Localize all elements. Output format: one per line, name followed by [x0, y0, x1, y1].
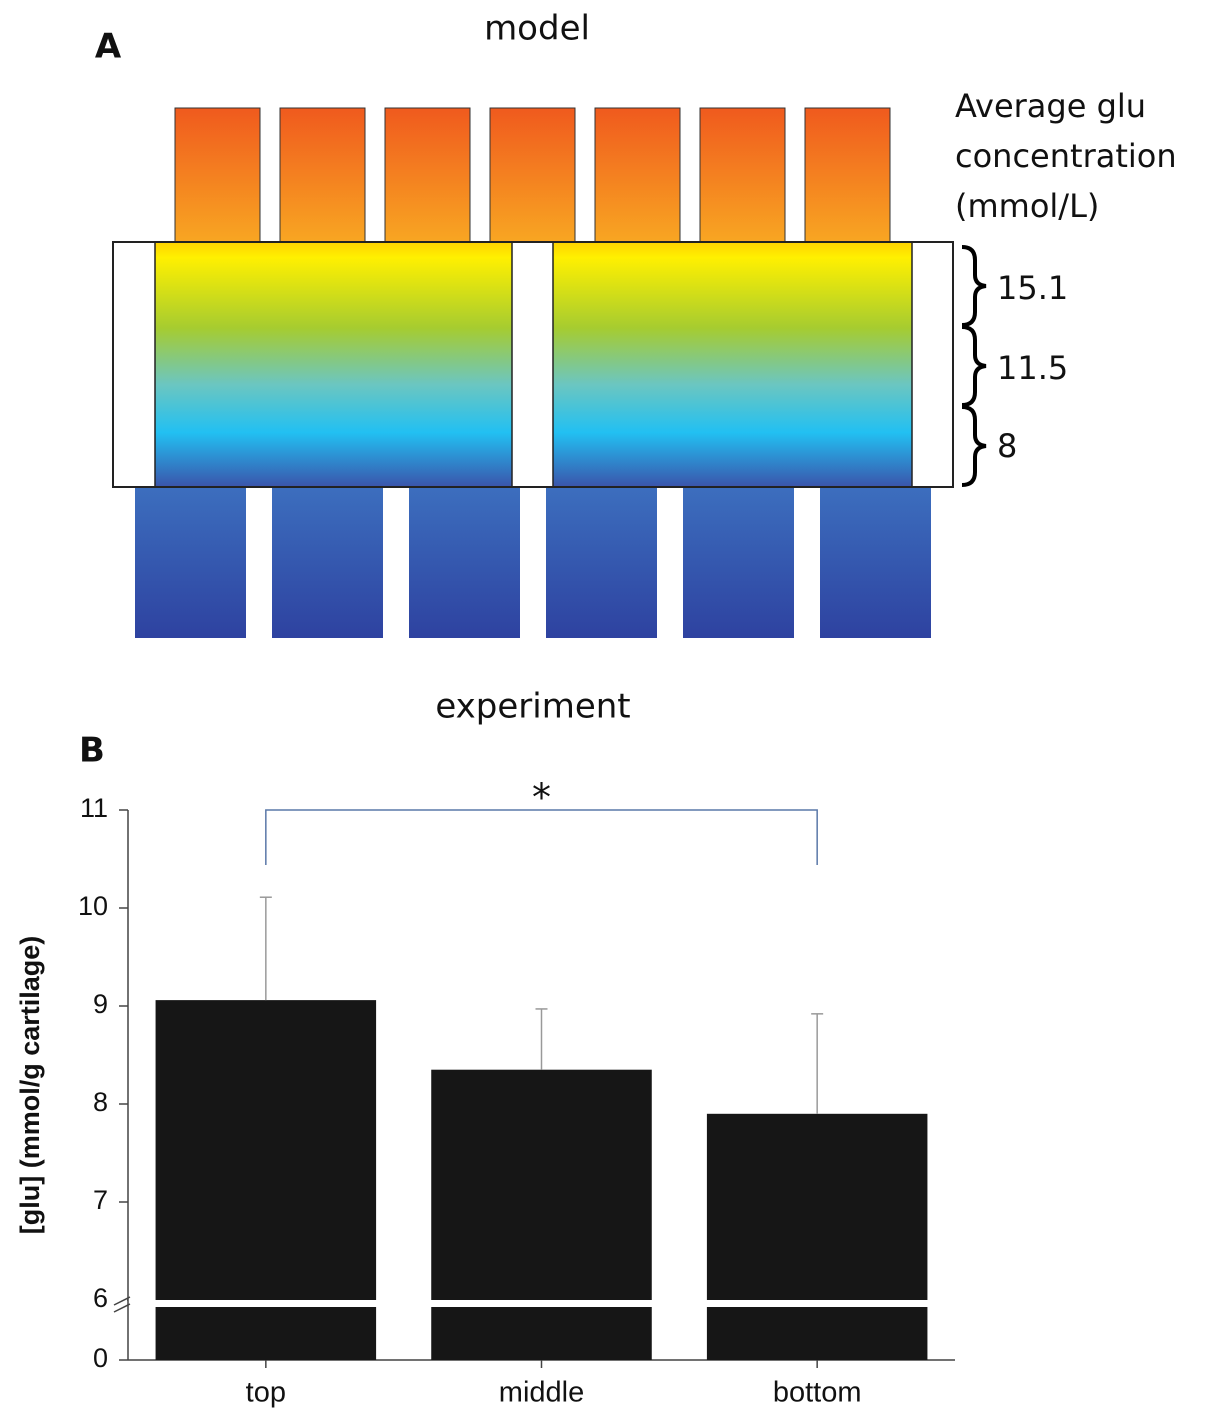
panel-label: A — [95, 27, 122, 67]
panel-title: model — [484, 9, 590, 49]
panel-label: B — [79, 731, 105, 771]
block — [409, 488, 520, 638]
axis-break-mark — [113, 1303, 131, 1313]
block — [804, 107, 891, 243]
level-label: 8 — [997, 427, 1017, 465]
y-tick-label: 8 — [93, 1087, 108, 1117]
x-tick-label: top — [246, 1377, 286, 1409]
block — [594, 107, 681, 243]
block — [489, 107, 576, 243]
legend-title: (mmol/L) — [955, 187, 1099, 225]
y-tick-label: 9 — [93, 989, 108, 1019]
x-tick-label: middle — [499, 1377, 584, 1409]
y-tick-label: 11 — [80, 793, 108, 823]
block — [384, 107, 471, 243]
block — [546, 488, 657, 638]
tissue-left — [155, 243, 512, 486]
braces — [961, 245, 987, 487]
brace — [961, 245, 987, 327]
significance-label: * — [532, 776, 551, 820]
block — [683, 488, 794, 638]
bottom-blocks — [135, 488, 931, 638]
legend-title: Average glu — [955, 87, 1146, 125]
block — [820, 488, 931, 638]
block — [272, 488, 383, 638]
brace — [961, 405, 987, 487]
significance-bracket — [265, 809, 818, 865]
chart-title: experiment — [435, 687, 630, 727]
axis-break-mark — [113, 1296, 131, 1306]
bar — [706, 1113, 928, 1360]
y-axis-label: [glu] (mmol/g cartilage) — [15, 936, 45, 1235]
tissue-right — [553, 243, 912, 486]
axis-break-gap — [130, 1300, 955, 1307]
level-label: 15.1 — [997, 269, 1068, 307]
block — [174, 107, 261, 243]
brace — [961, 325, 987, 407]
y-tick-label: 0 — [93, 1343, 108, 1373]
block — [279, 107, 366, 243]
y-tick-label: 7 — [93, 1185, 108, 1215]
bar — [431, 1069, 652, 1360]
block — [135, 488, 246, 638]
legend-title: concentration — [955, 137, 1177, 175]
y-tick-label: 10 — [78, 891, 108, 921]
level-label: 11.5 — [997, 349, 1068, 387]
axis-break-gap — [114, 1298, 127, 1309]
top-blocks — [174, 107, 891, 243]
x-tick-label: bottom — [773, 1377, 862, 1409]
block — [699, 107, 786, 243]
y-tick-label: 6 — [93, 1283, 108, 1313]
